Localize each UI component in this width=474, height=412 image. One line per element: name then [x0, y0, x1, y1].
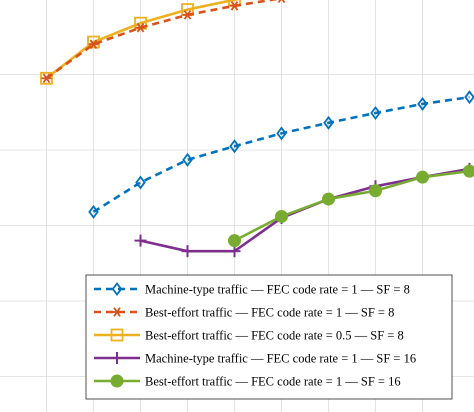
- data-point: [110, 328, 124, 342]
- data-point: [277, 0, 286, 4]
- legend-sample: [94, 307, 140, 317]
- series-line: [233, 169, 470, 242]
- legend-label: Machine-type traffic — FEC code rate = 1…: [145, 283, 410, 297]
- data-point: [135, 22, 146, 33]
- data-point: [88, 39, 99, 50]
- data-point: [228, 234, 241, 248]
- series-3: [40, 0, 241, 85]
- data-point: [417, 96, 428, 111]
- data-point: [181, 245, 194, 258]
- data-point: [134, 234, 147, 247]
- legend-box: [85, 274, 453, 400]
- legend-entry: Best-effort traffic — FEC code rate = 0.…: [94, 329, 404, 343]
- data-point: [370, 106, 381, 121]
- data-point: [182, 152, 193, 167]
- series-5: [228, 164, 474, 248]
- data-point: [228, 245, 241, 258]
- legend-entry: Best-effort traffic — FEC code rate = 1 …: [94, 306, 394, 320]
- series-line: [92, 95, 470, 214]
- legend-label: Machine-type traffic — FEC code rate = 1…: [145, 352, 416, 366]
- legend-sample: [94, 374, 140, 388]
- series-2: [41, 0, 286, 84]
- legend-label: Best-effort traffic — FEC code rate = 1 …: [145, 375, 401, 389]
- data-point: [229, 1, 240, 11]
- legend-sample: [94, 352, 140, 364]
- data-point: [88, 204, 99, 219]
- data-point: [229, 139, 240, 154]
- legend-label: Best-effort traffic — FEC code rate = 1 …: [145, 306, 394, 320]
- legend-label: Best-effort traffic — FEC code rate = 0.…: [145, 329, 404, 343]
- data-point: [182, 10, 193, 20]
- series-line: [45, 0, 241, 80]
- data-point: [464, 90, 474, 105]
- data-point: [322, 192, 335, 206]
- data-point: [416, 170, 429, 184]
- data-point: [112, 307, 122, 317]
- data-point: [275, 209, 288, 223]
- legend: Machine-type traffic — FEC code rate = 1…: [85, 274, 453, 400]
- data-point: [323, 115, 334, 130]
- data-point: [110, 374, 124, 388]
- legend-entry: Machine-type traffic — FEC code rate = 1…: [94, 352, 416, 366]
- data-point: [135, 175, 146, 190]
- series-line: [45, 0, 279, 80]
- data-point: [41, 73, 52, 84]
- data-point: [40, 71, 53, 85]
- data-point: [276, 126, 287, 141]
- data-point: [463, 164, 474, 178]
- data-point: [369, 184, 382, 198]
- legend-entry: Machine-type traffic — FEC code rate = 1…: [94, 282, 410, 297]
- legend-sample: [94, 282, 140, 296]
- data-point: [111, 282, 123, 296]
- legend-sample: [94, 328, 140, 342]
- legend-entry: Best-effort traffic — FEC code rate = 1 …: [94, 374, 401, 389]
- series-1: [88, 90, 474, 219]
- data-point: [111, 352, 123, 364]
- plot-area: [40, 0, 474, 258]
